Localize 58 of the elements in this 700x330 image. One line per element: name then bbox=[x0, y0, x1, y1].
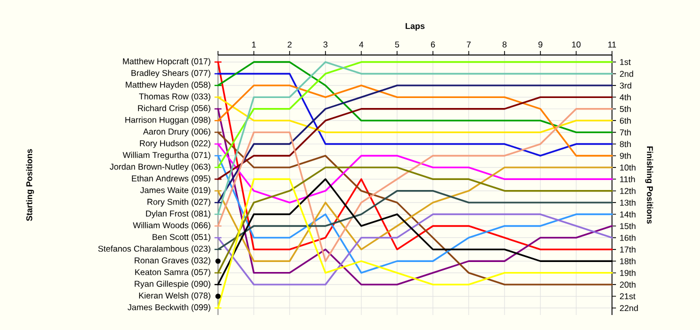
legend-label: Aaron Drury (006) bbox=[143, 128, 210, 136]
x-tick-label: 2 bbox=[288, 42, 292, 48]
x-tick-label: 9 bbox=[538, 42, 542, 48]
y-tick-label: 13th bbox=[620, 199, 636, 206]
legend-label: Matthew Hayden (058) bbox=[126, 82, 210, 90]
y-tick-label: 12th bbox=[620, 188, 636, 194]
y-tick-label: 16th bbox=[620, 234, 636, 241]
legend-label: Keaton Samra (057) bbox=[135, 268, 210, 277]
text: Starting Positions bbox=[26, 149, 34, 221]
legend-label: Matthew Hopcraft (017) bbox=[123, 58, 210, 66]
y-tick-label: 17th bbox=[620, 246, 636, 253]
y-tick-label: 22nd bbox=[620, 304, 638, 312]
y-tick-label: 7th bbox=[620, 129, 631, 136]
series-label: Ronan Graves (032) bbox=[134, 257, 210, 266]
y-tick-label: 18th bbox=[620, 258, 636, 264]
y-axis-title: Finishing Positions bbox=[645, 146, 654, 224]
legend-label: James Beckwith (099) bbox=[128, 304, 210, 312]
x-tick-label: 1 bbox=[252, 42, 256, 48]
series-label: Kieran Welsh (078) bbox=[139, 292, 210, 300]
legend-label: James Waite (019) bbox=[140, 186, 210, 195]
legend-label: Rory Hudson (022) bbox=[140, 140, 210, 148]
x-tick-label: 6 bbox=[431, 42, 435, 48]
legend-label: Stefanos Charalambous (023) bbox=[98, 245, 210, 254]
y-tick-label: 2nd bbox=[620, 70, 634, 77]
x-tick-label: 11 bbox=[608, 42, 616, 48]
y-tick-label: 1st bbox=[620, 59, 631, 65]
legend-label: Bradley Shears (077) bbox=[132, 70, 210, 78]
y-tick-label: 14th bbox=[620, 211, 636, 218]
x-tick-label: 8 bbox=[502, 42, 507, 48]
y-tick-label: 6th bbox=[620, 117, 631, 124]
x-tick-label: 5 bbox=[395, 42, 400, 48]
y-tick-label: 19th bbox=[620, 270, 636, 276]
legend-label: Rory Smith (027) bbox=[148, 198, 210, 207]
legend-label: Ryan Gillespie (090) bbox=[134, 280, 210, 288]
legend-label: Ethan Andrews (095) bbox=[132, 175, 210, 184]
legend-label: Richard Crisp (056) bbox=[138, 104, 210, 113]
legend-label: William Tregurtha (071) bbox=[122, 152, 210, 160]
y-tick-label: 11th bbox=[620, 176, 635, 182]
legend-label: Ben Scott (051) bbox=[152, 234, 210, 242]
legend-label: William Woods (066) bbox=[132, 222, 210, 230]
legend-label: Harrison Huggan (098) bbox=[125, 116, 210, 125]
x-tick-label: 10 bbox=[572, 42, 581, 48]
legend-label: Jordan Brown-Nutley (063) bbox=[110, 163, 210, 172]
legend-label: Thomas Row (033) bbox=[139, 93, 210, 102]
y-tick-label: 3rd bbox=[620, 82, 632, 89]
x-axis-title: Laps bbox=[406, 23, 425, 31]
y-tick-label: 4th bbox=[620, 94, 631, 100]
legend-label: Dylan Frost (081) bbox=[146, 210, 210, 218]
y-tick-label: 21st bbox=[620, 293, 636, 300]
y-tick-label: 20th bbox=[620, 281, 636, 288]
y-tick-label: 9th bbox=[620, 152, 631, 159]
y-tick-label: 5th bbox=[620, 106, 631, 112]
x-tick-label: 3 bbox=[323, 42, 328, 48]
x-tick-label: 4 bbox=[359, 42, 364, 48]
x-tick-label: 7 bbox=[466, 42, 471, 48]
y-tick-label: 15th bbox=[620, 222, 636, 230]
y-tick-label: 10th bbox=[620, 164, 636, 171]
y-tick-label: 8th bbox=[620, 140, 631, 148]
